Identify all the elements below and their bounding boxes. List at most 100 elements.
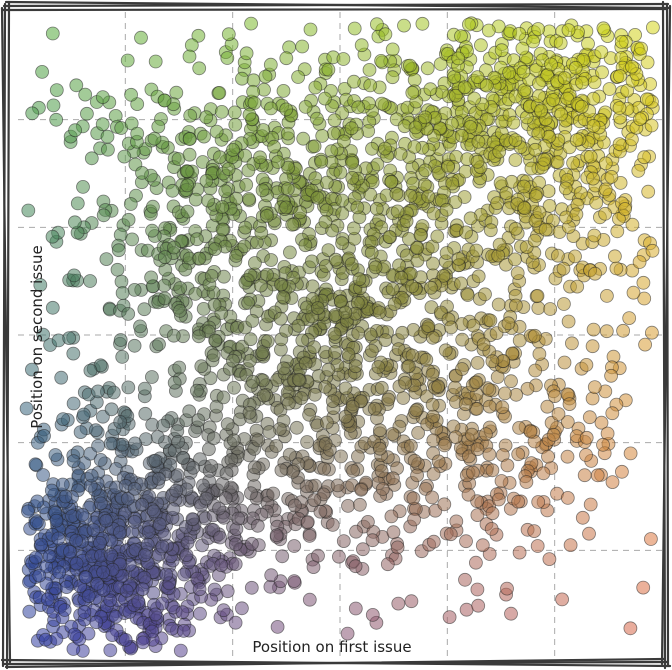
- scatter-point: [115, 286, 130, 300]
- border-stroke: [1, 7, 668, 12]
- scatter-point: [600, 288, 614, 303]
- scatter-point: [325, 518, 340, 532]
- scatter-point: [242, 405, 257, 420]
- scatter-point: [319, 203, 334, 218]
- scatter-point: [166, 502, 181, 517]
- scatter-point: [596, 437, 610, 452]
- scatter-point: [147, 131, 162, 146]
- scatter-point: [478, 427, 493, 442]
- scatter-point: [510, 266, 525, 281]
- scatter-point: [491, 297, 506, 312]
- scatter-point: [59, 580, 74, 594]
- scatter-point: [338, 381, 353, 396]
- scatter-point: [448, 88, 463, 103]
- scatter-point: [302, 592, 317, 607]
- scatter-point: [280, 126, 295, 141]
- scatter-point: [279, 102, 294, 117]
- scatter-point: [369, 17, 384, 32]
- scatter-point: [389, 186, 404, 201]
- scatter-point: [470, 70, 485, 84]
- scatter-point: [417, 177, 432, 192]
- scatter-point: [528, 363, 543, 378]
- scatter-point: [302, 529, 317, 543]
- scatter-point: [483, 313, 498, 328]
- scatter-point: [178, 262, 193, 277]
- scatter-point: [569, 207, 584, 222]
- scatter-point: [340, 626, 355, 641]
- scatter-point: [637, 291, 652, 306]
- scatter-point: [615, 464, 629, 479]
- scatter-point: [425, 397, 440, 412]
- scatter-point: [583, 149, 598, 164]
- scatter-point: [473, 38, 488, 53]
- scatter-point: [491, 492, 506, 507]
- scatter-point: [430, 229, 445, 244]
- scatter-point: [594, 415, 609, 430]
- scatter-point: [560, 415, 575, 429]
- scatter-point: [179, 164, 194, 179]
- scatter-point: [613, 69, 627, 83]
- scatter-point: [444, 117, 459, 131]
- scatter-point: [103, 643, 118, 658]
- scatter-point: [362, 63, 377, 77]
- scatter-point: [555, 592, 569, 607]
- scatter-point: [494, 474, 509, 488]
- scatter-point: [219, 466, 234, 481]
- scatter-point: [214, 558, 229, 573]
- scatter-point: [54, 370, 69, 385]
- scatter-point: [204, 459, 219, 473]
- scatter-point: [171, 434, 186, 449]
- scatter-point: [279, 323, 293, 338]
- scatter-point: [103, 436, 118, 451]
- scatter-point: [327, 113, 342, 128]
- scatter-point: [228, 557, 243, 571]
- scatter-point: [25, 106, 40, 121]
- scatter-point: [434, 85, 449, 99]
- scatter-point: [565, 336, 579, 351]
- scatter-point: [111, 243, 126, 258]
- scatter-point: [508, 252, 522, 267]
- scatter-point: [180, 535, 195, 550]
- scatter-point: [547, 389, 562, 404]
- scatter-point: [365, 608, 380, 622]
- scatter-point: [96, 208, 111, 223]
- scatter-point: [228, 537, 243, 552]
- scatter-point: [447, 380, 462, 395]
- scatter-point: [239, 177, 254, 192]
- scatter-point: [58, 489, 73, 504]
- scatter-point: [127, 282, 142, 297]
- scatter-point: [121, 306, 136, 321]
- scatter-point: [602, 82, 617, 96]
- scatter-point: [501, 316, 516, 331]
- scatter-point: [137, 302, 152, 317]
- scatter-point: [459, 225, 473, 240]
- scatter-point: [176, 624, 191, 638]
- scatter-point: [509, 298, 523, 313]
- scatter-point: [220, 51, 235, 65]
- scatter-point: [191, 413, 206, 428]
- scatter-point: [640, 92, 654, 107]
- scatter-point: [605, 406, 620, 421]
- scatter-point: [351, 100, 366, 115]
- scatter-point: [460, 288, 475, 302]
- scatter-point: [327, 326, 342, 341]
- scatter-point: [439, 246, 454, 260]
- scatter-point: [587, 75, 602, 90]
- border-stroke: [660, 4, 672, 666]
- scatter-point: [479, 78, 494, 93]
- scatter-point: [365, 533, 380, 548]
- scatter-point: [220, 584, 235, 599]
- scatter-point: [310, 301, 325, 316]
- scatter-point: [308, 171, 323, 186]
- scatter-point: [579, 357, 594, 372]
- scatter-point: [185, 512, 200, 526]
- scatter-point: [530, 539, 545, 553]
- scatter-point: [471, 269, 486, 284]
- border-stroke: [665, 2, 670, 668]
- scatter-point: [557, 71, 572, 85]
- scatter-point: [575, 75, 589, 90]
- scatter-point: [212, 501, 226, 516]
- scatter-point: [372, 305, 387, 320]
- scatter-point: [253, 150, 267, 165]
